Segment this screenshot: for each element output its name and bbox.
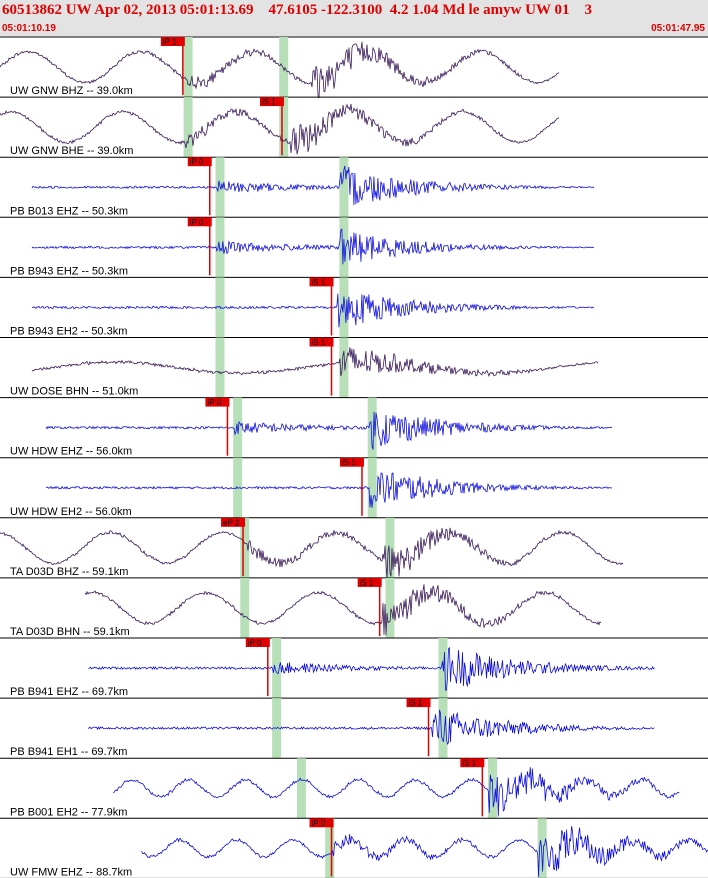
waveform-trace: [141, 826, 708, 877]
window-start-time: 05:01:10.19: [2, 23, 56, 34]
channel-label: PB B941 EHZ -- 69.7km: [10, 686, 128, 698]
channel-panel: iS 1 UW GNW BHE -- 39.0km: [0, 97, 708, 158]
phase-pick-label: iS 1: [312, 338, 326, 347]
channel-label: UW FMW EHZ -- 88.7km: [10, 866, 132, 878]
header-bar: 60513862 UW Apr 02, 2013 05:01:13.69 47.…: [0, 0, 708, 36]
arrival-window: [367, 397, 377, 458]
waveform-trace: [45, 472, 613, 508]
arrival-window: [339, 157, 349, 218]
phase-pick-flag: [309, 337, 334, 347]
channel-label: TA D03D BHZ -- 59.1km: [10, 566, 128, 578]
arrival-window: [215, 337, 225, 398]
waveform-trace: [0, 41, 560, 99]
phase-pick-flag: [357, 577, 382, 587]
channel-panel: iS 1 UW DOSE BHN -- 51.0km: [0, 337, 708, 399]
phase-pick-label: iS 1: [409, 699, 423, 708]
arrival-window: [296, 758, 306, 819]
phase-pick-label: iS 1: [360, 578, 374, 587]
phase-pick-label: iP 0: [190, 218, 204, 227]
arrival-window: [183, 97, 193, 158]
channel-panel: iP 0 UW FMW EHZ -- 88.7km: [0, 818, 708, 878]
phase-pick-flag: [309, 277, 334, 287]
arrival-window: [240, 577, 250, 638]
channel-panel: iP 1 UW GNW BHZ -- 39.0km: [0, 37, 708, 99]
arrival-window: [272, 638, 282, 699]
phase-pick-flag: [160, 37, 185, 46]
phase-pick-label: iS 1: [342, 458, 356, 467]
channel-label: PB B943 EHZ -- 50.3km: [10, 265, 128, 277]
channel-label: UW DOSE BHN -- 51.0km: [10, 386, 138, 398]
channel-label: PB B001 EH2 -- 77.9km: [10, 806, 127, 818]
channel-panel: eP 2 TA D03D BHZ -- 59.1km: [0, 517, 708, 579]
arrival-window: [385, 577, 395, 638]
phase-pick-label: iP 0: [312, 819, 326, 828]
arrival-window: [279, 97, 289, 158]
arrival-window: [240, 517, 250, 578]
channel-label: PB B013 EHZ -- 50.3km: [10, 205, 128, 217]
channel-label: UW GNW BHZ -- 39.0km: [10, 85, 133, 97]
phase-pick-label: iS 1: [312, 278, 326, 287]
waveform-trace: [88, 646, 655, 691]
channel-panel: iS 1 PB B001 EH2 -- 77.9km: [0, 758, 708, 819]
phase-pick-flag: [205, 397, 230, 407]
phase-pick-flag: [187, 217, 212, 227]
channel-panel: iP 0 PB B941 EHZ -- 69.7km: [0, 638, 708, 699]
phase-pick-flag: [460, 758, 485, 768]
waveform-trace: [31, 228, 595, 265]
channel-label: TA D03D BHN -- 59.1km: [10, 626, 130, 638]
channel-label: UW HDW EH2 -- 56.0km: [10, 506, 132, 518]
window-end-time: 05:01:47.95: [651, 23, 705, 34]
phase-pick-label: iS 1: [462, 759, 476, 768]
channel-panel: iP 0 PB B013 EHZ -- 50.3km: [0, 157, 708, 218]
phase-pick-flag: [339, 457, 364, 467]
arrival-window: [339, 277, 349, 338]
phase-pick-flag: [187, 157, 212, 167]
arrival-window: [385, 517, 395, 578]
waveform-trace: [31, 293, 594, 328]
phase-pick-flag: [406, 698, 431, 708]
phase-pick-label: iP 0: [190, 158, 204, 167]
channel-label: UW HDW EHZ -- 56.0km: [10, 446, 132, 458]
waveform-trace: [0, 103, 560, 155]
waveform-trace: [45, 411, 613, 450]
waveform-trace: [0, 527, 624, 579]
phase-pick-label: iP 0: [248, 639, 262, 648]
channel-panel: iS 1 UW HDW EH2 -- 56.0km: [0, 457, 708, 519]
phase-pick-flag: [245, 638, 270, 647]
waveform-trace: [31, 347, 599, 378]
waveform-trace: [31, 165, 595, 206]
phase-pick-flag: [309, 818, 334, 828]
arrival-window: [215, 217, 225, 278]
channel-panel: iS 1 TA D03D BHN -- 59.1km: [0, 577, 708, 639]
arrival-window: [537, 818, 547, 878]
phase-pick-label: iS 1: [262, 98, 276, 107]
channel-label: PB B941 EH1 -- 69.7km: [10, 746, 127, 758]
waveform-trace: [84, 584, 602, 636]
channel-label: PB B943 EH2 -- 50.3km: [10, 326, 127, 338]
arrival-window: [183, 37, 193, 98]
arrival-window: [325, 818, 335, 878]
channel-panel: iP 0 UW HDW EHZ -- 56.0km: [0, 397, 708, 459]
phase-pick-flag: [259, 97, 284, 107]
phase-pick-label: iP 1: [163, 38, 177, 47]
waveform-trace: [113, 767, 680, 817]
arrival-window: [339, 337, 349, 398]
event-title: 60513862 UW Apr 02, 2013 05:01:13.69 47.…: [2, 2, 592, 18]
arrival-window: [279, 37, 289, 98]
arrival-window: [438, 698, 448, 759]
channel-label: UW GNW BHE -- 39.0km: [10, 145, 133, 157]
arrival-window: [367, 457, 377, 518]
phase-pick-label: iP 0: [207, 398, 221, 407]
channel-panel: iP 0 PB B943 EHZ -- 50.3km: [0, 217, 708, 278]
waveform-trace: [88, 709, 655, 745]
phase-pick-flag: [221, 517, 246, 527]
phase-pick-label: eP 2: [223, 518, 240, 527]
channel-panel: iS 1 PB B941 EH1 -- 69.7km: [0, 698, 708, 759]
channel-panel: iS 1 PB B943 EH2 -- 50.3km: [0, 277, 708, 338]
